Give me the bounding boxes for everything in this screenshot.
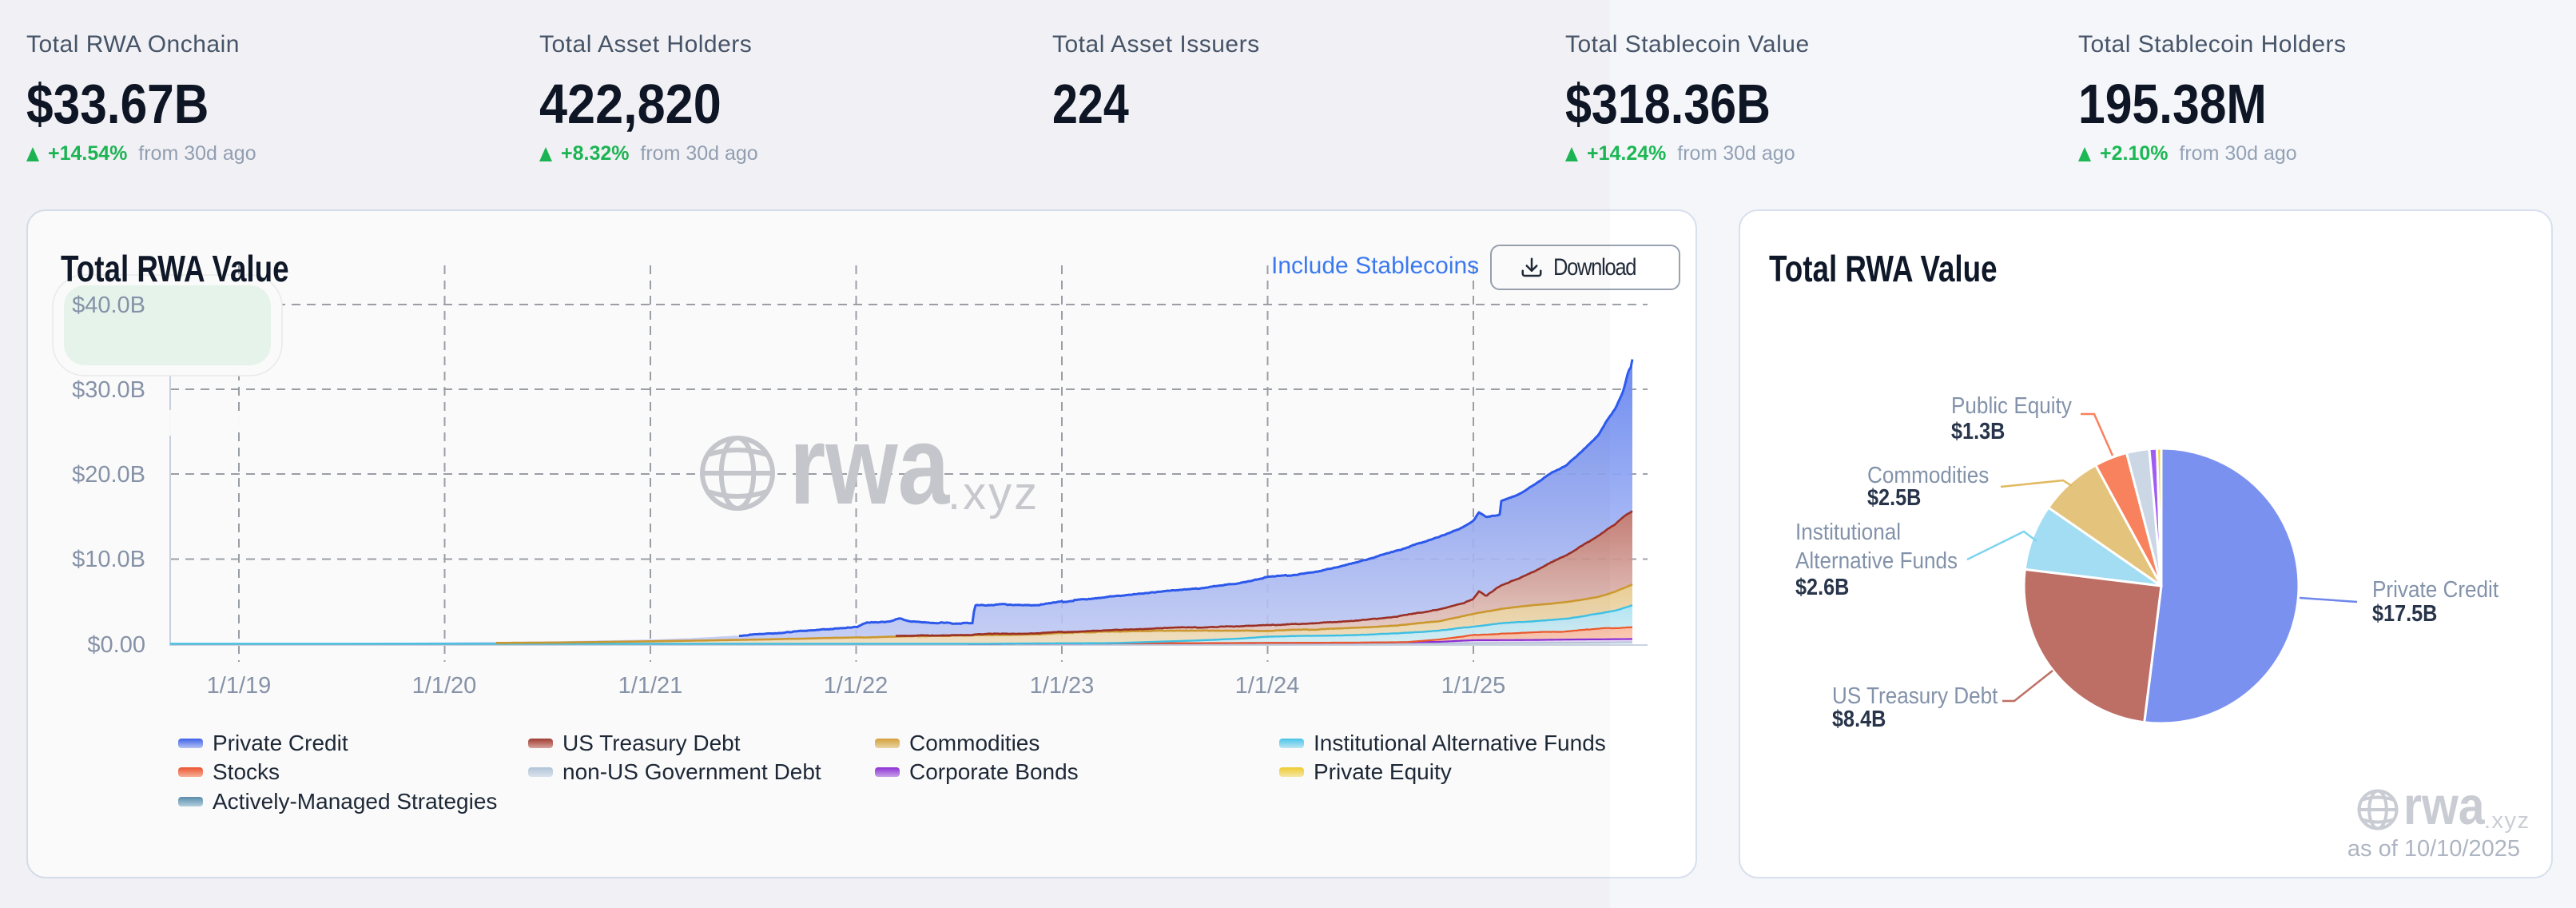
svg-text:.xyz: .xyz — [2484, 808, 2530, 834]
svg-text:rwa: rwa — [2403, 777, 2485, 836]
